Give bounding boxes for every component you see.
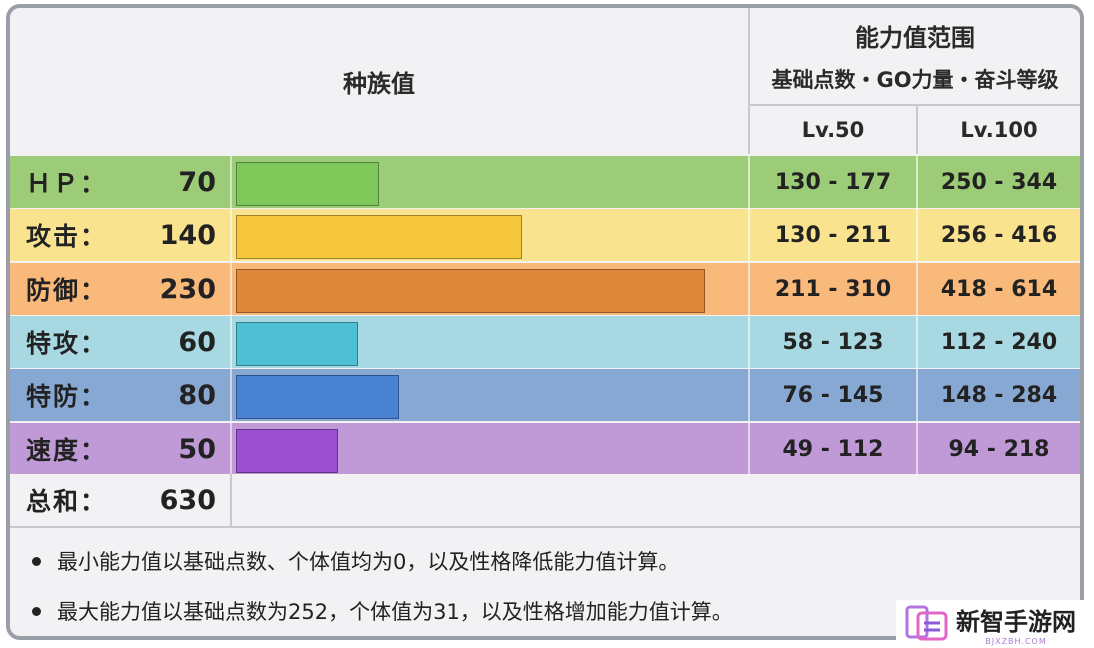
header-divider (748, 8, 750, 154)
lv50-range: 49 - 112 (782, 436, 884, 462)
stat-row: 速度： 50 49 - 112 94 - 218 (10, 423, 1080, 475)
stat-divider (230, 263, 232, 315)
total-label: 总和： (26, 487, 108, 516)
stat-bar (236, 322, 358, 366)
stat-value: 140 (159, 219, 216, 251)
lv50-range: 58 - 123 (782, 329, 884, 355)
stat-label: 速度： (26, 436, 108, 465)
total-divider (230, 474, 232, 526)
lv100-range: 418 - 614 (940, 276, 1058, 302)
range-divider (748, 316, 750, 368)
stat-bar (236, 162, 379, 206)
stat-bar (236, 215, 522, 259)
stat-row: 特攻： 60 58 - 123 112 - 240 (10, 316, 1080, 368)
range-divider (748, 156, 750, 208)
lv50-range: 211 - 310 (774, 276, 892, 302)
level-divider (916, 209, 918, 261)
base-stats-header: 种族值 (10, 8, 748, 154)
stat-bar-track (232, 423, 750, 475)
lv50-header: Lv.50 (750, 106, 916, 154)
stat-divider (230, 156, 232, 208)
range-subtitle: 基础点数・GO力量・奋斗等级 (750, 56, 1080, 102)
stat-divider (230, 423, 232, 475)
stat-value: 230 (159, 273, 216, 305)
level-divider (916, 263, 918, 315)
total-value: 630 (159, 484, 216, 516)
range-title: 能力值范围 (750, 8, 1080, 62)
stat-bar (236, 429, 338, 473)
watermark: 新智手游网 BJXZBH.COM (896, 600, 1094, 648)
stat-bar (236, 269, 705, 313)
lv100-range: 256 - 416 (940, 222, 1058, 248)
bullet-icon (32, 556, 41, 566)
stat-bar-track (232, 263, 750, 315)
stat-value: 60 (178, 326, 216, 358)
stat-row: 攻击： 140 130 - 211 256 - 416 (10, 209, 1080, 261)
lv50-range: 76 - 145 (782, 382, 884, 408)
stat-value: 80 (178, 379, 216, 411)
range-divider (748, 369, 750, 421)
stat-label: 防御： (26, 276, 108, 305)
lv100-range: 112 - 240 (940, 329, 1058, 355)
stat-bar (236, 375, 399, 419)
site-logo-icon (905, 605, 948, 641)
lv100-range: 148 - 284 (940, 382, 1058, 408)
stat-divider (230, 209, 232, 261)
stat-bar-track (232, 209, 750, 261)
header-hline (750, 104, 1080, 106)
total-row: 总和： 630 (10, 474, 1080, 526)
lv50-range: 130 - 211 (774, 222, 892, 248)
note-max: 最大能力值以基础点数为252，个体值为31，以及性格增加能力值计算。 (32, 592, 733, 630)
stats-table: 种族值 能力值范围 基础点数・GO力量・奋斗等级 Lv.50 Lv.100 ＨＰ… (6, 4, 1084, 640)
stat-value: 50 (178, 433, 216, 465)
level-divider (916, 106, 918, 154)
stat-row: 特防： 80 76 - 145 148 - 284 (10, 369, 1080, 421)
lv100-header: Lv.100 (918, 106, 1080, 154)
note-max-text: 最大能力值以基础点数为252，个体值为31，以及性格增加能力值计算。 (57, 600, 733, 624)
range-divider (748, 209, 750, 261)
stat-label: 特防： (26, 382, 108, 411)
lv100-range: 94 - 218 (948, 436, 1050, 462)
stat-row: ＨＰ： 70 130 - 177 250 - 344 (10, 156, 1080, 208)
stat-value: 70 (178, 166, 216, 198)
stat-bar-track (232, 156, 750, 208)
note-min-text: 最小能力值以基础点数、个体值均为0，以及性格降低能力值计算。 (57, 550, 680, 574)
level-divider (916, 369, 918, 421)
lv100-range: 250 - 344 (940, 169, 1058, 195)
watermark-sub: BJXZBH.COM (985, 637, 1047, 646)
range-divider (748, 263, 750, 315)
level-divider (916, 423, 918, 475)
level-divider (916, 156, 918, 208)
stat-label: 特攻： (26, 329, 108, 358)
watermark-title: 新智手游网 (956, 607, 1076, 636)
level-divider (916, 316, 918, 368)
stat-divider (230, 316, 232, 368)
stat-divider (230, 369, 232, 421)
lv50-range: 130 - 177 (774, 169, 892, 195)
range-divider (748, 423, 750, 475)
stat-label: 攻击： (26, 222, 108, 251)
stat-row: 防御： 230 211 - 310 418 - 614 (10, 263, 1080, 315)
stat-bar-track (232, 316, 750, 368)
stat-label: ＨＰ： (26, 169, 108, 198)
stat-bar-track (232, 369, 750, 421)
bullet-icon (32, 606, 41, 616)
total-bottom-line (10, 526, 1080, 528)
note-min: 最小能力值以基础点数、个体值均为0，以及性格降低能力值计算。 (32, 542, 679, 580)
